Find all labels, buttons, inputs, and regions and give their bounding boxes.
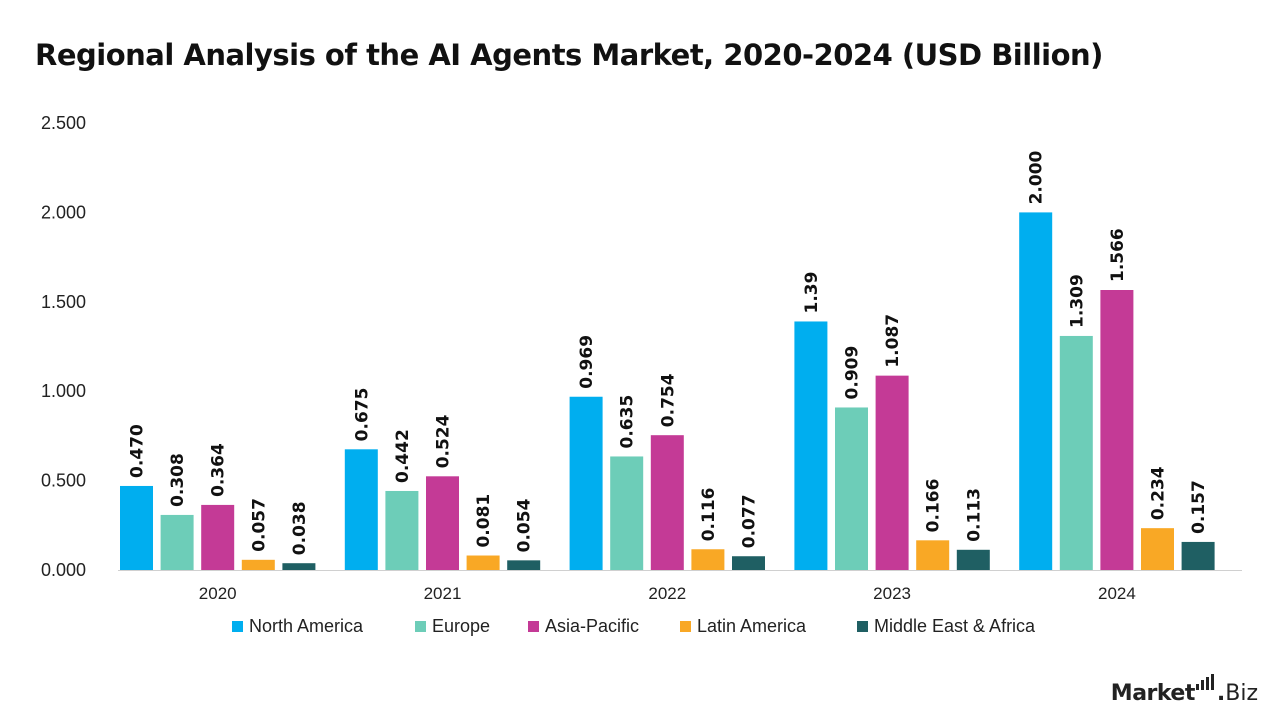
bar-europe-2022 [610, 456, 644, 570]
data-label: 0.038 [290, 501, 310, 555]
brand-logo: Market . Biz [1111, 674, 1258, 706]
x-tick-label: 2024 [1098, 584, 1136, 603]
legend-item: Middle East & Africa [857, 616, 1035, 637]
data-label: 0.054 [515, 498, 535, 552]
x-tick-label: 2023 [873, 584, 911, 603]
bar-north-america-2021 [344, 449, 378, 570]
bar-europe-2021 [385, 490, 419, 570]
y-tick-label: 1.500 [41, 292, 86, 312]
legend-swatch [415, 621, 426, 632]
data-label: 0.635 [618, 395, 638, 449]
bar-latin-america-2023 [916, 540, 950, 570]
bar-latin-america-2021 [466, 555, 500, 570]
bar-north-america-2023 [794, 321, 828, 570]
x-tick-label: 2021 [424, 584, 462, 603]
bar-middle-east-africa-2021 [507, 560, 541, 570]
y-tick-label: 0.500 [41, 471, 86, 491]
data-label: 0.057 [249, 498, 269, 552]
legend-label: Europe [432, 616, 491, 636]
y-tick-label: 2.000 [41, 202, 86, 222]
bar-asia-pacific-2023 [875, 375, 909, 570]
bar-europe-2023 [835, 407, 868, 570]
data-label: 0.113 [964, 488, 984, 542]
bar-europe-2024 [1059, 335, 1093, 570]
legend-item: Asia-Pacific [528, 616, 639, 637]
bar-asia-pacific-2022 [650, 435, 684, 570]
legend-item: North America [232, 616, 363, 637]
data-label: 1.087 [883, 314, 903, 368]
data-label: 2.000 [1027, 150, 1047, 204]
bar-latin-america-2024 [1141, 528, 1174, 570]
data-label: 0.166 [924, 479, 944, 533]
data-label: 0.364 [209, 443, 229, 497]
bar-north-america-2020 [120, 485, 153, 570]
brand-bars-icon [1195, 674, 1216, 690]
brand-name: Market [1110, 681, 1196, 706]
data-label: 0.470 [128, 424, 148, 478]
data-label: 0.077 [740, 494, 760, 548]
y-tick-label: 1.000 [41, 381, 86, 401]
legend-item: Europe [415, 616, 490, 637]
bar-asia-pacific-2021 [426, 476, 459, 570]
chart-legend: North America Europe Asia-Pacific Latin Ame… [0, 616, 1280, 640]
brand-tld: Biz [1225, 681, 1258, 706]
bar-chart: 0.000 0.500 1.000 1.500 2.000 2.500 0.470 0.308… [41, 113, 1242, 603]
data-label: 0.157 [1189, 480, 1209, 534]
bar-europe-2020 [160, 514, 194, 570]
data-label: 0.524 [434, 414, 454, 468]
data-label: 0.234 [1149, 466, 1169, 520]
legend-label: Latin America [697, 616, 807, 636]
data-label: 1.566 [1108, 228, 1128, 282]
bar-north-america-2024 [1019, 212, 1053, 570]
data-label: 0.675 [352, 388, 372, 442]
x-tick-label: 2022 [648, 584, 686, 603]
legend-swatch [232, 621, 243, 632]
x-tick-label: 2020 [199, 584, 237, 603]
bar-asia-pacific-2020 [201, 504, 235, 570]
data-label: 0.442 [393, 429, 413, 483]
legend-label: Asia-Pacific [545, 616, 640, 636]
bar-middle-east-africa-2024 [1181, 541, 1215, 570]
legend-swatch [857, 621, 868, 632]
bar-middle-east-africa-2022 [732, 556, 765, 570]
data-label: 0.754 [658, 373, 678, 427]
data-label: 0.116 [699, 487, 719, 541]
bar-asia-pacific-2024 [1100, 289, 1134, 570]
legend-label: North America [249, 616, 364, 636]
bar-latin-america-2022 [691, 549, 725, 570]
data-label: 1.309 [1067, 274, 1087, 328]
bar-middle-east-africa-2020 [282, 563, 316, 570]
brand-dot: . [1216, 681, 1226, 706]
data-label: 0.909 [843, 346, 863, 400]
data-label: 1.39 [802, 272, 822, 314]
legend-swatch [528, 621, 539, 632]
legend-swatch [680, 621, 691, 632]
data-label: 0.081 [474, 494, 494, 548]
bar-north-america-2022 [569, 396, 603, 570]
data-label: 0.308 [168, 453, 188, 507]
data-label: 0.969 [577, 335, 597, 389]
y-tick-label: 2.500 [41, 113, 86, 133]
legend-label: Middle East & Africa [874, 616, 1036, 636]
bar-middle-east-africa-2023 [956, 549, 990, 570]
bar-latin-america-2020 [241, 559, 275, 570]
chart-title: Regional Analysis of the AI Agents Marke… [35, 38, 1103, 72]
legend-item: Latin America [680, 616, 806, 637]
y-tick-label: 0.000 [41, 560, 86, 580]
